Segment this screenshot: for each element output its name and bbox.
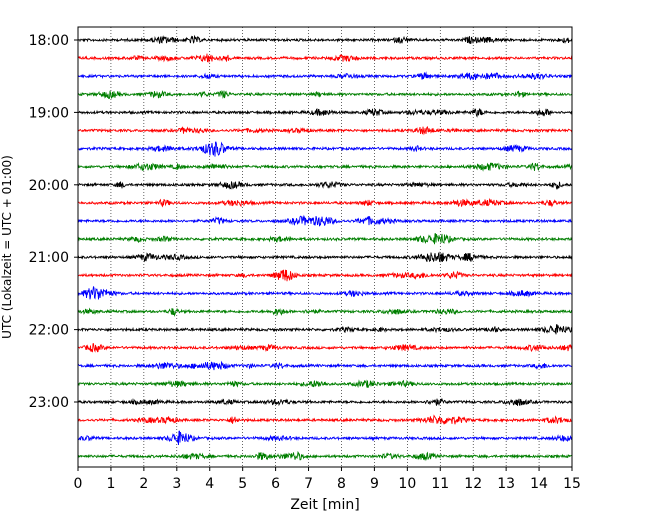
trace-2330 [77, 430, 573, 446]
y-tick-label: 22:00 [29, 323, 69, 339]
x-tick-label: 11 [431, 476, 449, 492]
trace-2045 [77, 233, 573, 245]
trace-2000 [77, 180, 573, 190]
trace-2100 [77, 251, 573, 263]
y-axis-ticks: 18:00 19:00 20:00 21:00 22:00 23:00 [29, 33, 78, 411]
x-tick-label: 4 [205, 476, 214, 492]
trace-1815 [77, 53, 573, 63]
x-axis-ticks: 0 1 2 3 4 5 6 7 8 9 10 11 12 13 14 15 [74, 467, 581, 492]
x-tick-label: 14 [530, 476, 548, 492]
y-axis-label: UTC (Lokalzeit = UTC + 01:00) [0, 155, 14, 339]
trace-2345 [77, 450, 573, 462]
plot-area [78, 27, 572, 467]
x-tick-label: 10 [398, 476, 416, 492]
trace-2115 [77, 269, 573, 282]
x-tick-label: 7 [304, 476, 313, 492]
trace-1900 [77, 108, 573, 118]
trace-1915 [77, 126, 573, 136]
seismic-traces [77, 34, 573, 462]
y-tick-label: 19:00 [29, 105, 69, 121]
trace-1830 [77, 71, 573, 81]
x-tick-label: 3 [172, 476, 181, 492]
x-tick-label: 1 [106, 476, 115, 492]
x-tick-label: 2 [139, 476, 148, 492]
trace-2300 [77, 397, 573, 407]
x-tick-label: 6 [271, 476, 280, 492]
x-tick-label: 0 [74, 476, 83, 492]
y-tick-label: 21:00 [29, 250, 69, 266]
trace-2215 [77, 343, 573, 353]
y-tick-label: 23:00 [29, 395, 69, 411]
trace-2200 [77, 324, 573, 335]
x-tick-label: 13 [497, 476, 515, 492]
x-tick-label: 5 [238, 476, 247, 492]
trace-2245 [77, 379, 573, 389]
trace-1930 [77, 141, 573, 157]
x-tick-label: 8 [337, 476, 346, 492]
x-tick-label: 9 [370, 476, 379, 492]
trace-2130 [77, 286, 573, 300]
y-tick-label: 20:00 [29, 178, 69, 194]
trace-1945 [77, 162, 573, 172]
trace-2015 [77, 197, 573, 208]
x-axis-label: Zeit [min] [290, 497, 359, 513]
trace-2030 [77, 214, 573, 227]
trace-1800 [77, 34, 573, 45]
trace-2315 [77, 414, 573, 425]
plot-frame [77, 26, 573, 468]
x-tick-label: 15 [563, 476, 581, 492]
trace-2145 [77, 307, 573, 318]
vertical-gridlines [110, 27, 540, 467]
y-tick-label: 18:00 [29, 33, 69, 49]
trace-2230 [77, 360, 573, 371]
trace-1845 [77, 89, 573, 100]
x-tick-label: 12 [464, 476, 482, 492]
